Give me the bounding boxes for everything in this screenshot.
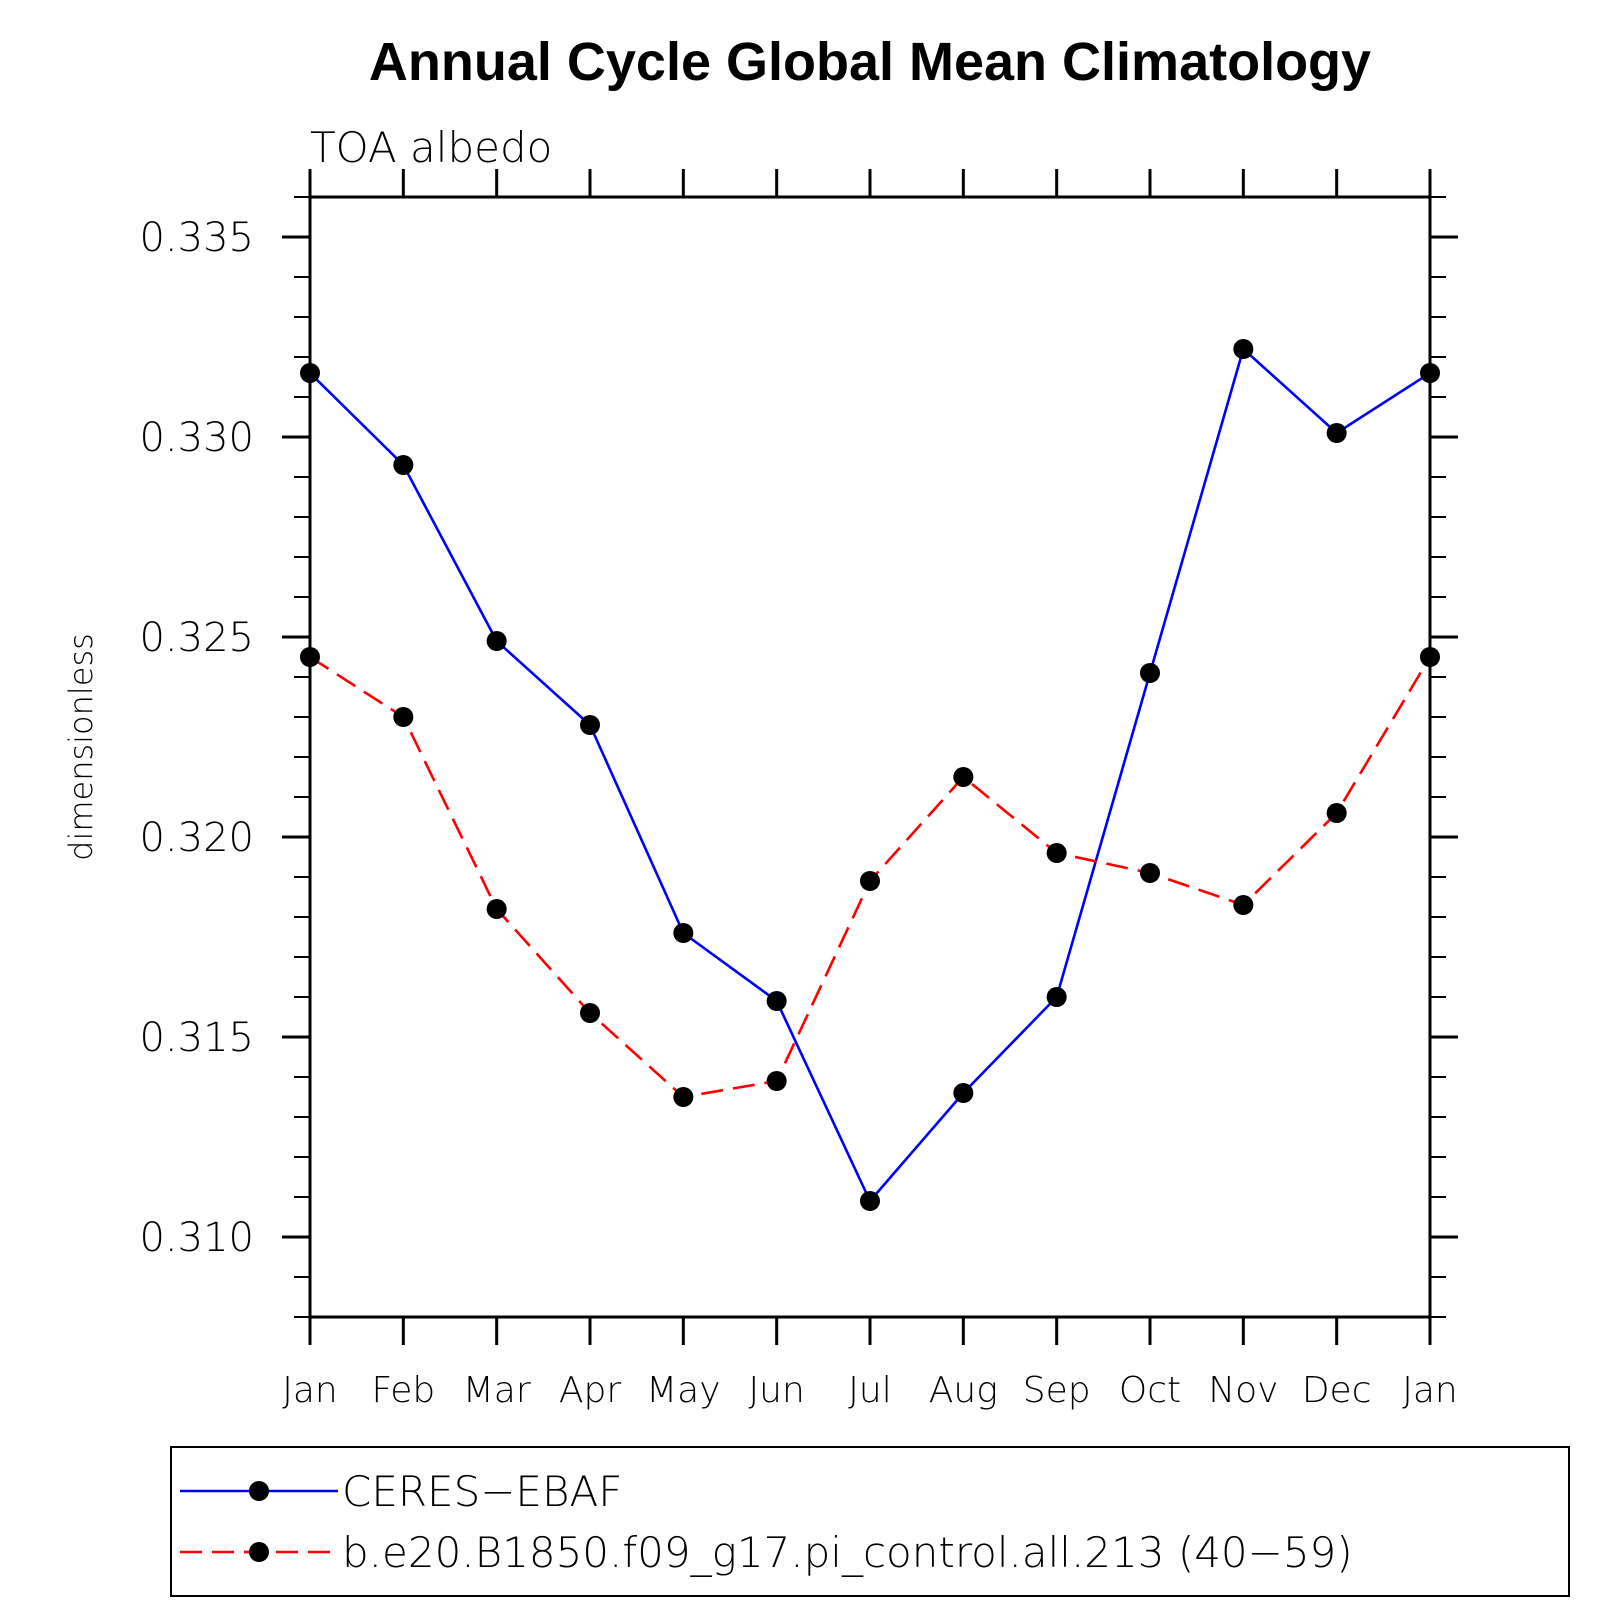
- x-tick-label: Mar: [463, 1370, 531, 1411]
- series-0-point: [1046, 987, 1067, 1007]
- series-0-point: [1420, 363, 1440, 383]
- legend-label-1: b.e20.B1850.f09_g17.pi_control.all.213 (…: [342, 1528, 1353, 1577]
- x-tick-label: May: [646, 1370, 720, 1411]
- series-0-point: [953, 1083, 974, 1103]
- x-tick-label: Dec: [1302, 1370, 1372, 1411]
- series-1-point: [1420, 647, 1440, 667]
- y-axis-label: dimensionless: [62, 633, 100, 861]
- legend-marker-0: [249, 1481, 269, 1501]
- x-tick-label: Apr: [559, 1370, 621, 1411]
- x-tick-label: Jul: [848, 1370, 891, 1411]
- series-1-point: [580, 1003, 600, 1023]
- y-tick-label: 0.330: [139, 415, 254, 461]
- legend: CERES−EBAF b.e20.B1850.f09_g17.pi_control…: [180, 1467, 1353, 1577]
- legend-label-0: CERES−EBAF: [342, 1467, 622, 1516]
- x-tick-labels: Jan Feb Mar Apr May Jun Jul Aug Sep Oct Nov Dec Jan: [282, 1370, 1458, 1411]
- series-layer: [300, 339, 1440, 1211]
- series-0-point: [1233, 339, 1254, 359]
- x-tick-label: Jun: [749, 1370, 805, 1411]
- series-1-point: [953, 767, 974, 787]
- chart-subtitle: TOA albedo: [310, 123, 552, 172]
- series-0-point: [486, 631, 507, 651]
- x-tick-label: Aug: [929, 1370, 998, 1411]
- series-0-point: [300, 363, 320, 383]
- x-tick-label: Feb: [371, 1370, 435, 1411]
- series-1-point: [673, 1087, 694, 1107]
- series-1-point: [1046, 843, 1067, 863]
- series-line-0: [309, 346, 1431, 1204]
- y-tick-label: 0.320: [139, 815, 254, 861]
- series-0-point: [1326, 423, 1347, 443]
- legend-box: [170, 1446, 1570, 1597]
- series-0-point: [393, 455, 414, 475]
- series-1-point: [486, 899, 507, 919]
- series-0-point: [673, 923, 694, 943]
- chart-title: Annual Cycle Global Mean Climatology: [369, 32, 1371, 92]
- series-1-point: [860, 871, 880, 891]
- y-tick-labels: 0.310 0.315 0.320 0.325 0.330 0.335: [139, 215, 254, 1261]
- axis-ticks: [282, 169, 1458, 1345]
- x-tick-label: Oct: [1119, 1370, 1181, 1411]
- series-1-point: [1326, 803, 1347, 823]
- x-tick-label: Jan: [282, 1370, 338, 1411]
- y-tick-label: 0.335: [139, 215, 254, 261]
- series-0-point: [766, 991, 787, 1011]
- x-tick-label: Nov: [1208, 1370, 1278, 1411]
- series-1-point: [1140, 863, 1160, 883]
- series-0-point: [860, 1191, 880, 1211]
- x-tick-label: Jan: [1402, 1370, 1458, 1411]
- series-0-point: [1140, 663, 1160, 683]
- legend-marker-1: [249, 1542, 269, 1562]
- series-1-point: [393, 707, 414, 727]
- series-1-point: [1233, 895, 1254, 915]
- y-tick-label: 0.310: [139, 1215, 254, 1261]
- series-0-point: [580, 715, 600, 735]
- y-tick-label: 0.325: [139, 615, 254, 661]
- y-tick-label: 0.315: [139, 1015, 254, 1061]
- series-1-point: [766, 1071, 787, 1091]
- series-1-point: [300, 647, 320, 667]
- x-tick-label: Sep: [1023, 1370, 1091, 1411]
